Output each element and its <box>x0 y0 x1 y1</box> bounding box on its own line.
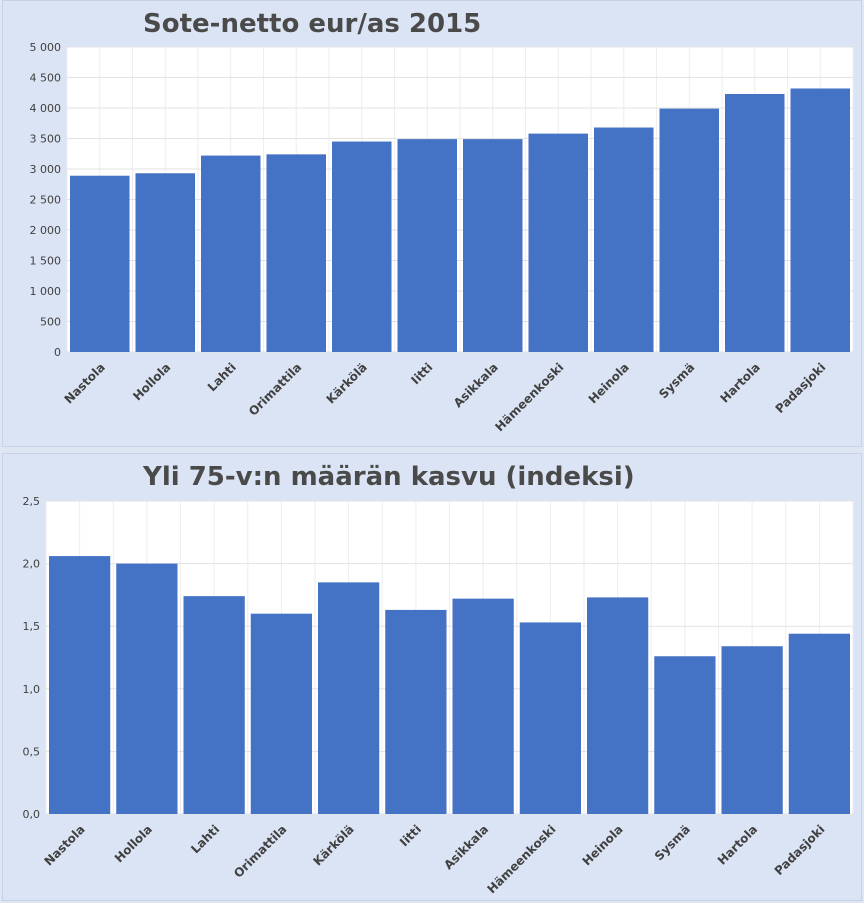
y-tick-label: 500 <box>40 316 61 329</box>
y-tick-label: 5 000 <box>30 41 62 54</box>
bar-heinola <box>587 597 649 814</box>
y-tick-label: 1 000 <box>30 285 62 298</box>
x-tick-label: Hollola <box>130 360 173 403</box>
x-tick-label: Asikkala <box>451 360 501 410</box>
bar-hartola <box>721 646 783 814</box>
x-tick-label: Lahti <box>205 360 239 394</box>
bar-chart-yli-75: 0,0 0,5 1,0 1,5 2,0 2,5 Nastola Hollola Lahti Ori… <box>23 495 854 896</box>
x-tick-label: Hollola <box>112 822 155 865</box>
bar-nastola <box>49 556 111 814</box>
bar-kärkölä <box>318 582 380 814</box>
x-tick-label: Hämeenkoski <box>485 822 559 896</box>
x-tick-label: Padasjoki <box>773 360 829 416</box>
x-tick-label: Kärkölä <box>310 822 356 868</box>
x-tick-label: Sysmä <box>652 822 693 863</box>
bar-heinola <box>594 127 654 353</box>
chart-title: Yli 75-v:n määrän kasvu (indeksi) <box>143 462 635 492</box>
bar-asikkala <box>452 598 514 814</box>
y-tick-label: 2,5 <box>23 495 41 508</box>
y-tick-label: 1 500 <box>30 255 62 268</box>
bar-padasjoki <box>788 633 850 814</box>
x-tick-label: Hämeenkoski <box>492 360 566 434</box>
x-tick-label: Asikkala <box>441 822 491 872</box>
bar-lahti <box>201 155 261 352</box>
y-tick-label: 4 500 <box>30 72 62 85</box>
bar-padasjoki <box>790 88 850 352</box>
x-tick-label: Heinola <box>586 360 632 406</box>
x-tick-label: Nastola <box>62 360 108 406</box>
y-tick-label: 0,0 <box>23 808 41 821</box>
chart-panel-yli-75: Yli 75-v:n määrän kasvu (indeksi) 0,0 0,5… <box>2 453 862 901</box>
bar-iitti <box>397 139 457 352</box>
chart-panel-sote-netto: Sote-netto eur/as 2015 0 500 1 000 1 500 2 0… <box>2 0 862 447</box>
bar-kärkölä <box>332 141 392 352</box>
bar-chart-sote-netto: 0 500 1 000 1 500 2 000 2 500 3 000 3 500 4 000 4… <box>30 41 854 434</box>
bar-hollola <box>135 173 195 352</box>
x-tick-label: Iitti <box>397 822 424 849</box>
bar-hartola <box>725 93 785 352</box>
bar-hämeenkoski <box>528 133 588 352</box>
x-tick-label: Padasjoki <box>772 822 828 878</box>
x-tick-label: Heinola <box>580 822 626 868</box>
x-tick-label: Nastola <box>41 822 87 868</box>
y-tick-label: 1,5 <box>23 620 41 633</box>
bar-sysmä <box>659 108 719 352</box>
bar-asikkala <box>463 139 523 352</box>
bar-iitti <box>385 609 447 814</box>
x-tick-label: Orimattila <box>231 822 289 880</box>
x-tick-label: Iitti <box>408 360 435 387</box>
bar-lahti <box>183 596 245 814</box>
chart-title: Sote-netto eur/as 2015 <box>143 9 482 39</box>
x-tick-label: Lahti <box>188 822 222 856</box>
bar-orimattila <box>266 154 326 352</box>
y-tick-label: 2 500 <box>30 194 62 207</box>
y-tick-label: 1,0 <box>23 683 41 696</box>
bar-hämeenkoski <box>519 622 581 814</box>
bar-sysmä <box>654 656 716 814</box>
y-tick-label: 4 000 <box>30 102 62 115</box>
y-tick-label: 0,5 <box>23 745 41 758</box>
bar-hollola <box>116 563 178 814</box>
y-tick-label: 3 500 <box>30 133 62 146</box>
bar-nastola <box>70 175 130 352</box>
bar-orimattila <box>250 613 312 814</box>
x-tick-label: Sysmä <box>656 360 697 401</box>
x-tick-label: Hartola <box>715 822 760 867</box>
x-tick-label: Orimattila <box>246 360 304 418</box>
y-tick-label: 2 000 <box>30 224 62 237</box>
y-tick-label: 0 <box>54 346 61 359</box>
x-tick-label: Hartola <box>717 360 762 405</box>
y-tick-label: 3 000 <box>30 163 62 176</box>
y-tick-label: 2,0 <box>23 558 41 571</box>
x-tick-label: Kärkölä <box>324 360 370 406</box>
